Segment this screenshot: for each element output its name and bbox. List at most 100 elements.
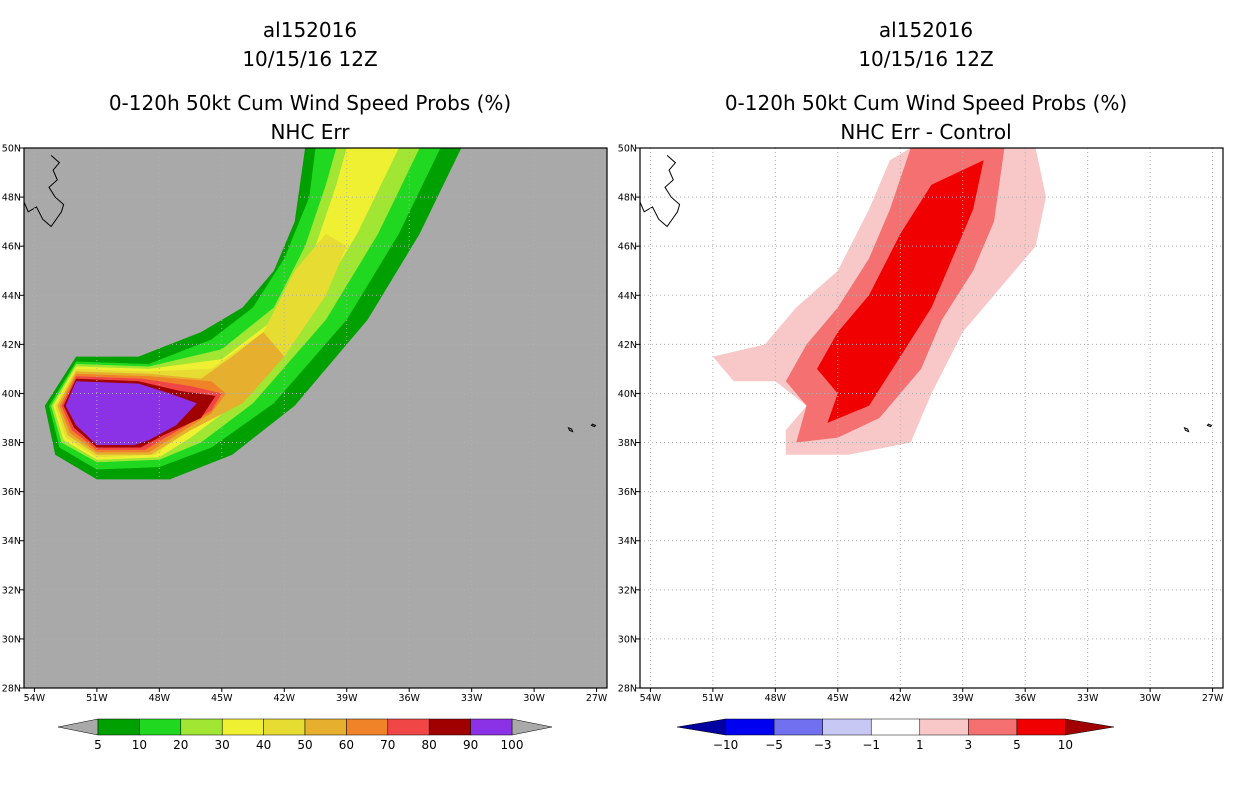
right-y-tick-label: 50N xyxy=(618,144,637,155)
left-coastline-island xyxy=(590,423,597,428)
right-y-tick-label: 28N xyxy=(618,684,637,695)
colorbar-lower-extension xyxy=(57,718,99,736)
right-coastline-island xyxy=(1206,423,1213,428)
left-y-tick-label: 48N xyxy=(2,193,21,204)
right-x-tick-label: 51W xyxy=(702,693,724,704)
left-x-tick-label: 48W xyxy=(149,693,171,704)
left-probability-map: 54W 51W 48W 45W 42W 39W 36W 33W 30W 27W 28N 30N 32N 3… xyxy=(2,144,608,753)
left-x-tick-label: 33W xyxy=(461,693,483,704)
right-coastline-newfoundland xyxy=(640,155,681,228)
colorbar-label: 10 xyxy=(132,738,147,752)
right-x-tick-label: 27W xyxy=(1202,693,1224,704)
right-x-tick-label: 48W xyxy=(765,693,787,704)
left-x-tick-label: 51W xyxy=(86,693,108,704)
left-y-tick-label: 46N xyxy=(2,242,21,253)
colorbar-swatch xyxy=(428,718,471,736)
colorbar-label: 90 xyxy=(463,738,478,752)
right-x-tick-label: 30W xyxy=(1139,693,1161,704)
right-y-tick-label: 30N xyxy=(618,634,637,645)
left-y-tick-label: 28N xyxy=(2,684,21,695)
left-coastlines xyxy=(24,155,597,433)
colorbar-label: −1 xyxy=(862,738,880,752)
colorbar-swatch xyxy=(1016,718,1066,736)
colorbar-label: 50 xyxy=(297,738,312,752)
left-x-tick-label: 42W xyxy=(274,693,296,704)
colorbar-swatch xyxy=(221,718,264,736)
colorbar-swatch xyxy=(180,718,223,736)
colorbar-label: −5 xyxy=(765,738,783,752)
colorbar-swatch xyxy=(387,718,430,736)
left-y-tick-label: 50N xyxy=(2,144,21,155)
left-datetime: 10/15/16 12Z xyxy=(242,47,378,71)
colorbar-label: 40 xyxy=(256,738,271,752)
left-y-tick-label: 38N xyxy=(2,438,21,449)
right-x-tick-label: 54W xyxy=(640,693,662,704)
colorbar-upper-extension xyxy=(511,718,553,736)
colorbar-label: 20 xyxy=(173,738,188,752)
left-contour-90 xyxy=(65,381,197,445)
left-contours xyxy=(44,148,462,480)
right-contour-5 xyxy=(817,160,984,423)
colorbar-swatch xyxy=(919,718,969,736)
colorbar-swatch xyxy=(263,718,306,736)
colorbar-swatch xyxy=(725,718,775,736)
right-difference-map: 54W 51W 48W 45W 42W 39W 36W 33W 30W 27W 28N 30N 32N 3… xyxy=(618,144,1224,753)
colorbar-swatch xyxy=(470,718,513,736)
colorbar-label: −3 xyxy=(814,738,832,752)
left-y-tick-label: 34N xyxy=(2,536,21,547)
colorbar-upper-extension xyxy=(1065,718,1115,736)
colorbar-label: 10 xyxy=(1058,738,1073,752)
right-x-tick-label: 45W xyxy=(827,693,849,704)
left-y-tick-label: 32N xyxy=(2,585,21,596)
colorbar-swatch xyxy=(97,718,140,736)
right-chart-title: 0-120h 50kt Cum Wind Speed Probs (%) xyxy=(724,91,1128,115)
colorbar-swatch xyxy=(304,718,347,736)
right-chart-subtitle: NHC Err - Control xyxy=(840,120,1012,144)
colorbar-label: 70 xyxy=(380,738,395,752)
left-y-tick-label: 42N xyxy=(2,340,21,351)
right-coastlines xyxy=(640,155,1213,433)
right-coastline-island xyxy=(1183,426,1190,433)
colorbar-swatch xyxy=(968,718,1018,736)
right-datetime: 10/15/16 12Z xyxy=(858,47,994,71)
colorbar-label: 80 xyxy=(422,738,437,752)
right-y-tick-label: 38N xyxy=(618,438,637,449)
right-y-tick-label: 46N xyxy=(618,242,637,253)
colorbar-label: 5 xyxy=(1013,738,1021,752)
colorbar-label: 3 xyxy=(965,738,973,752)
left-x-tick-label: 45W xyxy=(211,693,233,704)
colorbar-label: −10 xyxy=(713,738,738,752)
colorbar-label: 5 xyxy=(94,738,102,752)
left-plot-frame xyxy=(23,147,608,689)
left-x-tick-label: 54W xyxy=(24,693,46,704)
colorbar-swatch xyxy=(346,718,389,736)
right-x-tick-label: 36W xyxy=(1014,693,1036,704)
left-y-tick-label: 44N xyxy=(2,291,21,302)
right-y-tick-label: 42N xyxy=(618,340,637,351)
right-y-tick-label: 34N xyxy=(618,536,637,547)
left-storm-id: al152016 xyxy=(262,18,358,42)
right-y-tick-label: 40N xyxy=(618,389,637,400)
left-colorbar: 5 10 20 30 40 50 60 70 80 90 100 xyxy=(57,718,553,752)
left-x-tick-label: 39W xyxy=(336,693,358,704)
left-coastline-newfoundland xyxy=(24,155,65,228)
colorbar-label: 60 xyxy=(339,738,354,752)
left-chart-title: 0-120h 50kt Cum Wind Speed Probs (%) xyxy=(108,91,512,115)
right-y-tick-label: 48N xyxy=(618,193,637,204)
colorbar-label: 100 xyxy=(501,738,524,752)
right-y-tick-label: 44N xyxy=(618,291,637,302)
colorbar-label: 30 xyxy=(215,738,230,752)
colorbar-swatch xyxy=(870,718,921,736)
colorbar-swatch xyxy=(139,718,182,736)
left-y-tick-label: 40N xyxy=(2,389,21,400)
right-x-tick-label: 33W xyxy=(1077,693,1099,704)
right-y-tick-label: 36N xyxy=(618,487,637,498)
left-x-tick-label: 36W xyxy=(398,693,420,704)
colorbar-swatch xyxy=(822,718,872,736)
left-y-tick-label: 36N xyxy=(2,487,21,498)
left-coastline-island xyxy=(567,426,574,433)
colorbar-lower-extension xyxy=(676,718,726,736)
colorbar-label: 1 xyxy=(916,738,924,752)
right-y-tick-label: 32N xyxy=(618,585,637,596)
colorbar-swatch xyxy=(773,718,823,736)
